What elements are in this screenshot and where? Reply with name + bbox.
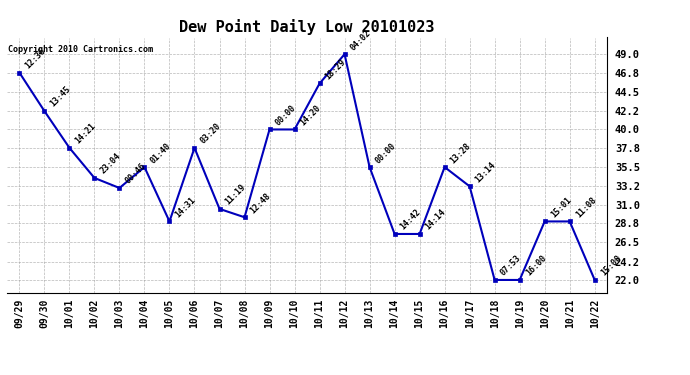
Text: 14:14: 14:14 — [424, 208, 448, 232]
Text: 12:48: 12:48 — [248, 191, 273, 215]
Text: 11:19: 11:19 — [224, 183, 248, 207]
Text: Copyright 2010 Cartronics.com: Copyright 2010 Cartronics.com — [8, 45, 153, 54]
Text: 11:08: 11:08 — [574, 195, 598, 219]
Text: 00:46: 00:46 — [124, 162, 148, 186]
Text: 14:31: 14:31 — [174, 195, 198, 219]
Text: 13:14: 13:14 — [474, 160, 498, 184]
Text: 23:04: 23:04 — [99, 152, 123, 176]
Text: 14:21: 14:21 — [74, 122, 98, 146]
Text: 14:42: 14:42 — [399, 208, 423, 232]
Text: 00:00: 00:00 — [374, 141, 398, 165]
Text: 15:00: 15:00 — [599, 254, 623, 278]
Text: 04:02: 04:02 — [348, 28, 373, 52]
Text: 00:00: 00:00 — [274, 103, 298, 127]
Text: 12:36: 12:36 — [23, 46, 48, 70]
Text: 16:00: 16:00 — [524, 254, 548, 278]
Text: 13:28: 13:28 — [448, 141, 473, 165]
Text: 14:20: 14:20 — [299, 103, 323, 127]
Title: Dew Point Daily Low 20101023: Dew Point Daily Low 20101023 — [179, 19, 435, 35]
Text: 07:53: 07:53 — [499, 254, 523, 278]
Text: 13:45: 13:45 — [48, 85, 72, 109]
Text: 15:01: 15:01 — [549, 195, 573, 219]
Text: 03:20: 03:20 — [199, 122, 223, 146]
Text: 01:40: 01:40 — [148, 141, 172, 165]
Text: 18:29: 18:29 — [324, 57, 348, 81]
